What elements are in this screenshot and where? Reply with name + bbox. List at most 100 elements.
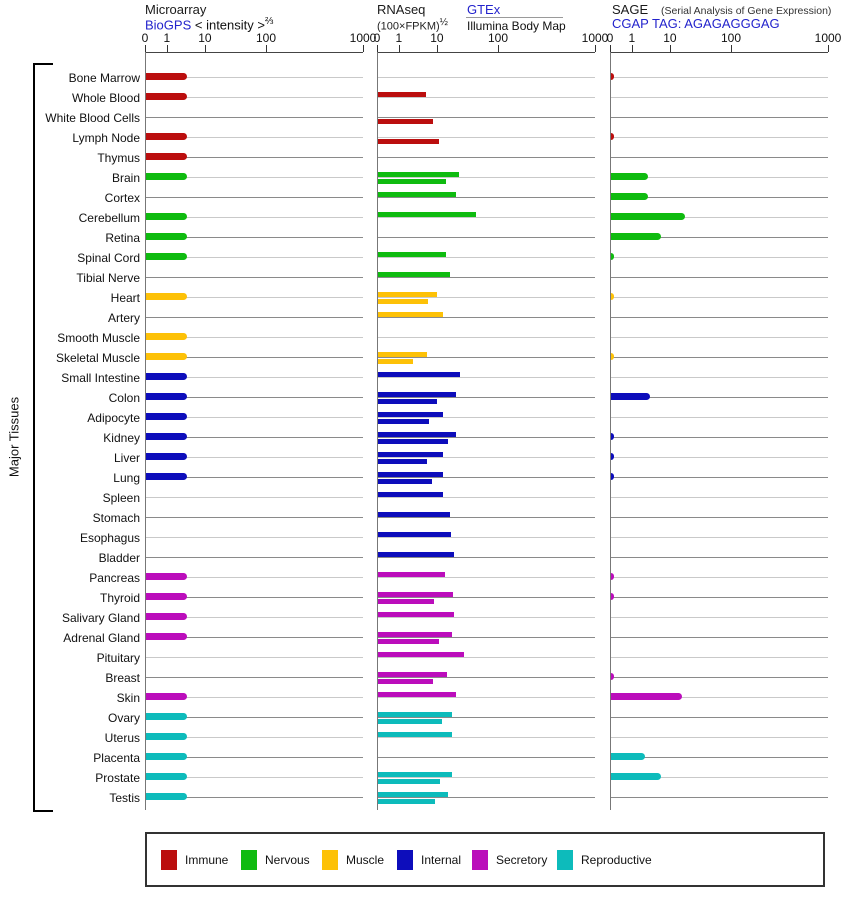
row-gridline	[378, 797, 595, 798]
axis-tick-mark	[363, 45, 364, 52]
legend: Immune Nervous Muscle Internal Secretory Repr…	[145, 832, 825, 887]
row-gridline	[146, 277, 363, 278]
row-gridline	[378, 97, 595, 98]
microarray-bar-thymus	[146, 153, 188, 160]
row-gridline	[611, 497, 828, 498]
rnaseq-gtex-bar-ovary	[378, 712, 453, 717]
cgap-link[interactable]: CGAP	[612, 16, 649, 31]
row-gridline	[146, 157, 363, 158]
tissue-label-tibial-nerve: Tibial Nerve	[76, 271, 140, 285]
microarray-scale-exponent: ⅔	[264, 16, 274, 27]
row-gridline	[611, 157, 828, 158]
gtex-link[interactable]: GTEx	[467, 2, 501, 17]
microarray-bar-ovary	[146, 713, 188, 720]
legend-label-muscle: Muscle	[346, 852, 385, 867]
row-gridline	[378, 717, 595, 718]
tissue-label-esophagus: Esophagus	[79, 531, 140, 545]
rnaseq-gtex-bar-uterus	[378, 732, 453, 737]
rnaseq-illumina-bar-breast	[378, 679, 433, 684]
tissue-label-testis: Testis	[109, 791, 140, 805]
row-gridline	[611, 477, 828, 478]
axis-tick-label: 10	[663, 31, 677, 45]
sage-panel-title: SAGE	[612, 2, 649, 17]
microarray-bar-heart	[146, 293, 188, 300]
rnaseq-gtex-bar-esophagus	[378, 532, 452, 537]
axis-tick-label: 1	[163, 31, 171, 45]
rnaseq-illumina-bar-thyroid	[378, 599, 435, 604]
row-gridline	[146, 337, 363, 338]
microarray-subtitle: BioGPS < intensity >⅔	[145, 16, 273, 32]
rnaseq-gtex-bar-skin	[378, 692, 457, 697]
microarray-bar-salivary-gland	[146, 613, 188, 620]
sage-bar-cortex	[611, 193, 649, 200]
row-gridline	[146, 477, 363, 478]
row-gridline	[611, 317, 828, 318]
microarray-bar-lymph-node	[146, 133, 188, 140]
axis-tick-label: 0	[141, 31, 149, 45]
sage-bar-kidney	[611, 433, 615, 440]
row-gridline	[611, 777, 828, 778]
rnaseq-gtex-bar-tibial-nerve	[378, 272, 450, 277]
rnaseq-gtex-bar-pituitary	[378, 652, 464, 657]
microarray-bar-retina	[146, 233, 188, 240]
row-gridline	[146, 657, 363, 658]
microarray-scale-label: < intensity >	[194, 17, 265, 33]
microarray-bar-lung	[146, 473, 188, 480]
legend-label-secretory: Secretory	[496, 852, 548, 867]
row-gridline	[378, 577, 595, 578]
row-gridline	[378, 437, 595, 438]
microarray-bar-whole-blood	[146, 93, 188, 100]
tissue-label-retina: Retina	[105, 231, 140, 245]
row-gridline	[378, 777, 595, 778]
row-gridline	[611, 137, 828, 138]
rnaseq-gtex-bar-brain	[378, 172, 459, 177]
row-gridline	[146, 77, 363, 78]
legend-swatch-nervous	[241, 849, 257, 870]
row-gridline	[378, 457, 595, 458]
axis-tick-mark	[145, 45, 146, 52]
row-gridline	[146, 397, 363, 398]
axis-tick-label: 100	[720, 31, 741, 45]
row-gridline	[378, 257, 595, 258]
rnaseq-illumina-bar-colon	[378, 399, 437, 404]
axis-tick-mark	[595, 45, 596, 52]
rnaseq-illumina-bar-liver	[378, 459, 428, 464]
axis-tick-mark	[166, 45, 168, 52]
rnaseq-illumina-bar-adrenal-gland	[378, 639, 440, 644]
microarray-bar-skin	[146, 693, 188, 700]
rnaseq-gtex-bar-skeletal-muscle	[378, 352, 428, 357]
tissue-label-brain: Brain	[111, 171, 140, 185]
tissue-label-white-blood-cells: White Blood Cells	[45, 111, 140, 125]
row-gridline	[611, 337, 828, 338]
microarray-bar-adipocyte	[146, 413, 188, 420]
row-gridline	[146, 317, 363, 318]
biogps-link[interactable]: BioGPS	[145, 17, 192, 33]
tissue-label-salivary-gland: Salivary Gland	[61, 611, 140, 625]
microarray-bar-uterus	[146, 733, 188, 740]
legend-swatch-internal	[397, 849, 413, 870]
row-gridline	[611, 797, 828, 798]
rnaseq-illumina-bar-heart	[378, 299, 429, 304]
row-gridline	[146, 117, 363, 118]
row-gridline	[611, 197, 828, 198]
sage-bar-cerebellum	[611, 213, 686, 220]
microarray-bar-brain	[146, 173, 188, 180]
row-gridline	[146, 457, 363, 458]
sage-subtitle: CGAP TAG: AGAGAGGGAG	[612, 16, 780, 31]
rnaseq-gtex-bar-cerebellum	[378, 212, 477, 217]
microarray-bar-testis	[146, 793, 188, 800]
microarray-bar-bone-marrow	[146, 73, 188, 80]
sage-bar-breast	[611, 673, 615, 680]
axis-tick-label: 1	[628, 31, 636, 45]
tissue-label-adipocyte: Adipocyte	[87, 411, 140, 425]
rnaseq-gtex-bar-pancreas	[378, 572, 445, 577]
sage-bar-skeletal-muscle	[611, 353, 615, 360]
rnaseq-gtex-bar-adrenal-gland	[378, 632, 453, 637]
row-gridline	[378, 137, 595, 138]
row-gridline	[146, 577, 363, 578]
rnaseq-gtex-bar-heart	[378, 292, 437, 297]
rnaseq-panel-title: RNAseq	[377, 2, 426, 17]
tissue-label-pancreas: Pancreas	[89, 571, 140, 585]
rnaseq-gtex-bar-bladder	[378, 552, 455, 557]
rnaseq-gtex-bar-breast	[378, 672, 448, 677]
